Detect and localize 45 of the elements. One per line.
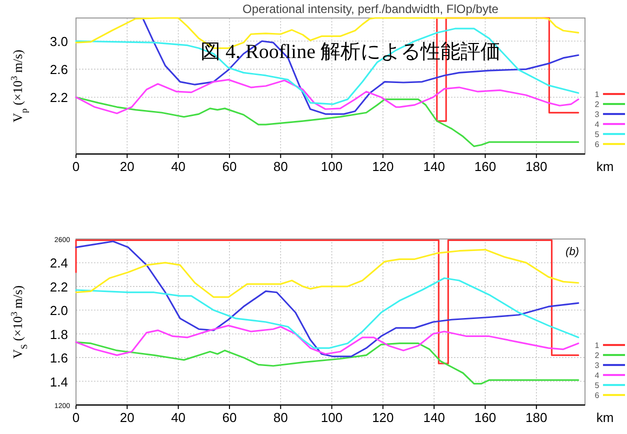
x-tick-label: 160 (474, 159, 496, 174)
y-tick-label: 1.4 (50, 374, 68, 390)
x-tick-label: 100 (320, 410, 343, 425)
x-tick-label: 120 (372, 410, 394, 425)
legend-label: 2 (594, 100, 600, 109)
x-tick-label: 0 (72, 159, 80, 174)
y-tick-label: 2.0 (50, 303, 68, 318)
x-tick-label: 100 (320, 159, 343, 174)
annotation: (b) (566, 246, 580, 258)
chart-title: Operational intensity, perf./bandwidth, FlOp/byte (242, 2, 499, 16)
legend-label: 6 (594, 140, 600, 149)
legend-label: 1 (594, 341, 600, 350)
x-axis-title: km (596, 410, 614, 425)
legend-label: 5 (594, 130, 600, 139)
legend-label: 3 (594, 110, 600, 119)
legend-label: 2 (594, 351, 600, 360)
y-tick-label: 3.0 (50, 34, 68, 50)
x-tick-label: 140 (423, 159, 445, 174)
x-axis-title: km (596, 159, 614, 174)
legend-label: 5 (594, 381, 600, 390)
y-tick-label: 1.6 (50, 350, 68, 366)
y-tick-label: 2.4 (50, 256, 68, 271)
x-tick-label: 80 (273, 410, 288, 425)
legend-label: 1 (594, 90, 600, 99)
x-tick-label: 80 (273, 159, 288, 174)
x-tick-label: 60 (222, 159, 237, 174)
x-tick-label: 20 (120, 410, 134, 425)
x-tick-label: 0 (72, 410, 80, 425)
legend-label: 4 (594, 120, 600, 129)
x-tick-label: 40 (171, 410, 186, 425)
x-tick-label: 120 (372, 159, 394, 174)
y-tick-label: 1.8 (50, 326, 68, 342)
y-tick-label: 2.2 (50, 90, 68, 106)
y-tick-label: 2.2 (50, 279, 68, 294)
legend-label: 6 (594, 391, 600, 400)
x-tick-label: 180 (526, 410, 548, 425)
x-tick-label: 60 (222, 410, 237, 425)
x-tick-label: 180 (526, 159, 548, 174)
x-tick-label: 160 (474, 410, 496, 425)
x-tick-label: 40 (171, 159, 186, 174)
x-tick-label: 20 (120, 159, 134, 174)
y-tick-label: 2.6 (50, 62, 68, 78)
x-tick-label: 140 (423, 410, 445, 425)
legend-label: 3 (594, 361, 600, 370)
legend-label: 4 (594, 371, 600, 380)
